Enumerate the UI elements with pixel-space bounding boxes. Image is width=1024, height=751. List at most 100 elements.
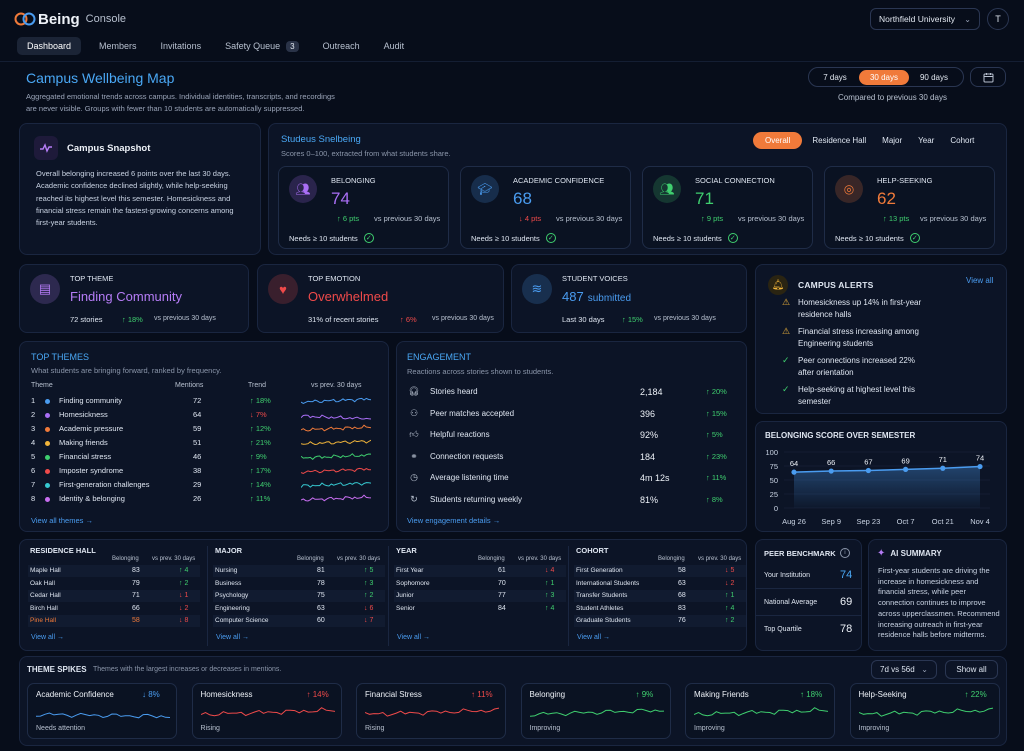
engagement-row[interactable]: 🎧︎ Stories heard 2,184 ↑ 20% xyxy=(397,384,748,404)
theme-sparkline xyxy=(301,494,371,502)
tab-audit[interactable]: Audit xyxy=(383,41,405,51)
theme-row[interactable]: 1 Finding community 72 ↑ 18% xyxy=(20,395,390,409)
kpi-card[interactable]: ▤ TOP THEME Finding Community 72 stories ↑ 1… xyxy=(19,264,249,333)
alert-item[interactable]: ⚠ Financial stress increasing among Engine… xyxy=(782,326,998,350)
brand-logo[interactable]: Being Console xyxy=(14,9,126,29)
breakdown-row[interactable]: Birch Hall 66 ↓ 2 xyxy=(28,603,200,615)
breakdown-row[interactable]: Business 78 ↑ 3 xyxy=(213,578,385,590)
bell-icon: 🔔︎ xyxy=(768,275,788,295)
alert-item[interactable]: ⚠ Homesickness up 14% in first-year reside… xyxy=(782,297,998,321)
alert-item[interactable]: ✓ Help-seeking at highest level this semes… xyxy=(782,384,998,408)
brand-name: Being xyxy=(38,10,80,28)
engagement-row[interactable]: ↻ Students returning weekly 81% ↑ 8% xyxy=(397,492,748,512)
spikes-show-all-button[interactable]: Show all xyxy=(945,660,998,679)
breakdown-row[interactable]: First Generation 58 ↓ 5 xyxy=(574,565,746,577)
range-7-days[interactable]: 7 days xyxy=(823,72,847,82)
spike-card[interactable]: Academic Confidence ↓ 8% Needs attention xyxy=(27,683,177,739)
theme-row[interactable]: 3 Academic pressure 59 ↑ 12% xyxy=(20,423,390,437)
filter-overall[interactable]: Overall xyxy=(753,132,803,149)
breakdown-view-all[interactable]: View all → xyxy=(216,634,249,641)
data-point[interactable] xyxy=(940,465,946,471)
filter-cohort[interactable]: Cohort xyxy=(950,136,975,145)
breakdown-row[interactable]: Senior 84 ↑ 4 xyxy=(394,603,566,615)
tab-outreach[interactable]: Outreach xyxy=(322,41,360,51)
avatar[interactable]: T xyxy=(987,8,1009,30)
engagement-row[interactable]: ⚭ Connection requests 184 ↑ 23% xyxy=(397,449,748,469)
breakdown-row[interactable]: Oak Hall 79 ↑ 2 xyxy=(28,578,200,590)
breakdown-row[interactable]: Cedar Hall 71 ↓ 1 xyxy=(28,590,200,602)
kpi-label: TOP EMOTION xyxy=(308,274,361,283)
breakdown-view-all[interactable]: View all → xyxy=(31,634,64,641)
breakdown-title: COHORT xyxy=(576,546,609,555)
breakdown-row[interactable]: Nursing 81 ↑ 5 xyxy=(213,565,385,577)
view-engagement-link[interactable]: View engagement details → xyxy=(407,516,501,525)
spike-card[interactable]: Belonging ↑ 9% Improving xyxy=(520,683,671,739)
score-card[interactable]: ◎ HELP-SEEKING 62 ↑ 13 pts vs previous 30 da… xyxy=(824,166,995,249)
breakdown-row[interactable]: Student Athletes 83 ↑ 4 xyxy=(574,603,746,615)
breakdown-view-all[interactable]: View all → xyxy=(577,634,610,641)
breakdown-row[interactable]: International Students 63 ↓ 2 xyxy=(574,578,746,590)
alert-item[interactable]: ✓ Peer connections increased 22% after ori… xyxy=(782,355,998,379)
engagement-row[interactable]: 👍︎ Helpful reactions 92% ↑ 5% xyxy=(397,427,748,447)
score-card[interactable]: 👥︎ BELONGING 74 ↑ 6 pts vs previous 30 days N… xyxy=(278,166,449,249)
data-label: 64 xyxy=(790,459,798,468)
spike-card[interactable]: Homesickness ↑ 14% Rising xyxy=(191,683,342,739)
range-90-days[interactable]: 90 days xyxy=(919,72,949,82)
theme-row[interactable]: 8 Identity & belonging 26 ↑ 11% xyxy=(20,493,390,507)
breakdown-row[interactable]: Psychology 75 ↑ 2 xyxy=(213,590,385,602)
breakdown-row[interactable]: Graduate Students 76 ↑ 2 xyxy=(574,615,746,627)
engagement-delta: ↑ 20% xyxy=(706,387,727,396)
spike-card[interactable]: Making Friends ↑ 18% Improving xyxy=(685,683,835,739)
benchmark-value: 69 xyxy=(840,596,853,608)
score-card[interactable]: 👥︎ SOCIAL CONNECTION 71 ↑ 9 pts vs previous … xyxy=(642,166,813,249)
breakdown-row[interactable]: Sophomore 70 ↑ 1 xyxy=(394,578,566,590)
spikes-period-select[interactable]: 7d vs 56d ⌄ xyxy=(871,660,937,679)
engagement-row[interactable]: ⚇ Peer matches accepted 396 ↑ 15% xyxy=(397,406,748,426)
data-point[interactable] xyxy=(828,468,834,474)
kpi-card[interactable]: ♥ TOP EMOTION Overwhelmed 31% of recent sto… xyxy=(257,264,504,333)
tab-dashboard[interactable]: Dashboard xyxy=(17,37,82,55)
data-point[interactable] xyxy=(791,469,797,475)
theme-row[interactable]: 5 Financial stress 46 ↑ 9% xyxy=(20,451,390,465)
alerts-view-all[interactable]: View all xyxy=(966,276,994,285)
filter-residence-hall[interactable]: Residence Hall xyxy=(812,136,867,145)
breakdown-view-all[interactable]: View all → xyxy=(397,634,430,641)
score-card[interactable]: 🎓︎ ACADEMIC CONFIDENCE 68 ↓ 4 pts vs previou… xyxy=(460,166,631,249)
tab-members[interactable]: Members xyxy=(99,41,137,51)
breakdown-row[interactable]: Engineering 63 ↓ 6 xyxy=(213,603,385,615)
kpi-card[interactable]: ≋ STUDENT VOICES 487 submitted Last 30 days ↑… xyxy=(511,264,747,333)
breakdown-row[interactable]: Computer Science 60 ↓ 7 xyxy=(213,615,385,627)
calendar-button[interactable] xyxy=(970,67,1006,87)
filter-major[interactable]: Major xyxy=(882,136,903,145)
breakdown-delta: ↑ 2 xyxy=(179,579,189,587)
theme-row[interactable]: 4 Making friends 51 ↑ 21% xyxy=(20,437,390,451)
x-tick-label: Nov 4 xyxy=(970,517,990,526)
data-point[interactable] xyxy=(977,463,983,470)
view-all-themes-link[interactable]: View all themes → xyxy=(31,516,93,525)
breakdown-delta: ↑ 2 xyxy=(725,617,735,624)
breakdown-row[interactable]: Junior 77 ↑ 3 xyxy=(394,590,566,602)
breakdown-row[interactable]: Transfer Students 68 ↑ 1 xyxy=(574,590,746,602)
spike-card[interactable]: Financial Stress ↑ 11% Rising xyxy=(356,683,506,739)
breakdown-delta: ↓ 5 xyxy=(725,567,735,574)
tab-safety-queue[interactable]: Safety Queue 3 xyxy=(215,37,309,56)
tab-invitations[interactable]: Invitations xyxy=(160,41,202,51)
breakdown-row[interactable]: Maple Hall 83 ↑ 4 xyxy=(28,565,200,577)
data-point[interactable] xyxy=(903,466,909,472)
spike-card[interactable]: Help-Seeking ↑ 22% Improving xyxy=(849,683,1000,739)
org-select[interactable]: Northfield University ⌄ xyxy=(870,8,980,30)
breakdown-row[interactable]: Pine Hall 58 ↓ 8 xyxy=(28,615,200,627)
theme-dot xyxy=(45,483,50,488)
theme-row[interactable]: 2 Homesickness 64 ↓ 7% xyxy=(20,409,390,423)
filter-year[interactable]: Year xyxy=(918,136,935,145)
theme-rank: 4 xyxy=(31,438,36,447)
theme-name: Identity & belonging xyxy=(59,494,125,503)
range-30-days[interactable]: 30 days xyxy=(859,69,909,85)
breakdown-title: MAJOR xyxy=(215,546,243,555)
engagement-row[interactable]: ◷ Average listening time 4m 12s ↑ 11% xyxy=(397,470,748,490)
data-point[interactable] xyxy=(865,467,871,474)
breakdown-row[interactable]: First Year 61 ↓ 4 xyxy=(394,565,566,577)
warning-icon: ⚠ xyxy=(782,326,791,336)
theme-row[interactable]: 7 First-generation challenges 29 ↑ 14% xyxy=(20,479,390,493)
theme-row[interactable]: 6 Imposter syndrome 38 ↑ 17% xyxy=(20,465,390,479)
